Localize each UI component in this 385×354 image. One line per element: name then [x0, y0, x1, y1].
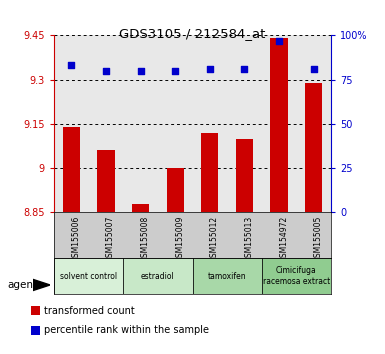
Text: GDS3105 / 212584_at: GDS3105 / 212584_at — [119, 27, 266, 40]
Bar — [132, 204, 149, 212]
Bar — [167, 168, 184, 212]
Point — [103, 68, 109, 74]
Bar — [192, 258, 262, 294]
Polygon shape — [33, 279, 50, 291]
Text: GSM155012: GSM155012 — [210, 216, 219, 262]
Point — [172, 68, 178, 74]
Text: GSM155013: GSM155013 — [244, 216, 253, 262]
Text: percentile rank within the sample: percentile rank within the sample — [44, 325, 209, 335]
Text: Cimicifuga
racemosa extract: Cimicifuga racemosa extract — [263, 267, 330, 286]
Point — [311, 66, 317, 72]
Bar — [123, 258, 192, 294]
Bar — [262, 258, 331, 294]
Text: tamoxifen: tamoxifen — [208, 272, 246, 281]
Text: estradiol: estradiol — [141, 272, 175, 281]
Point — [68, 63, 74, 68]
Text: transformed count: transformed count — [44, 306, 135, 316]
Bar — [62, 127, 80, 212]
Text: GSM155005: GSM155005 — [314, 216, 323, 262]
Bar — [97, 150, 115, 212]
Text: GSM155008: GSM155008 — [141, 216, 149, 262]
Point — [207, 66, 213, 72]
Text: GSM155007: GSM155007 — [106, 216, 115, 262]
Text: GSM155009: GSM155009 — [175, 216, 184, 262]
Point — [137, 68, 144, 74]
Point — [241, 66, 248, 72]
Text: agent: agent — [8, 280, 38, 290]
Bar — [305, 82, 323, 212]
Bar — [201, 133, 219, 212]
Text: GSM155006: GSM155006 — [71, 216, 80, 262]
Text: solvent control: solvent control — [60, 272, 117, 281]
Bar — [271, 38, 288, 212]
Bar — [236, 139, 253, 212]
Bar — [54, 258, 123, 294]
Text: GSM154972: GSM154972 — [279, 216, 288, 262]
Point — [276, 38, 282, 44]
